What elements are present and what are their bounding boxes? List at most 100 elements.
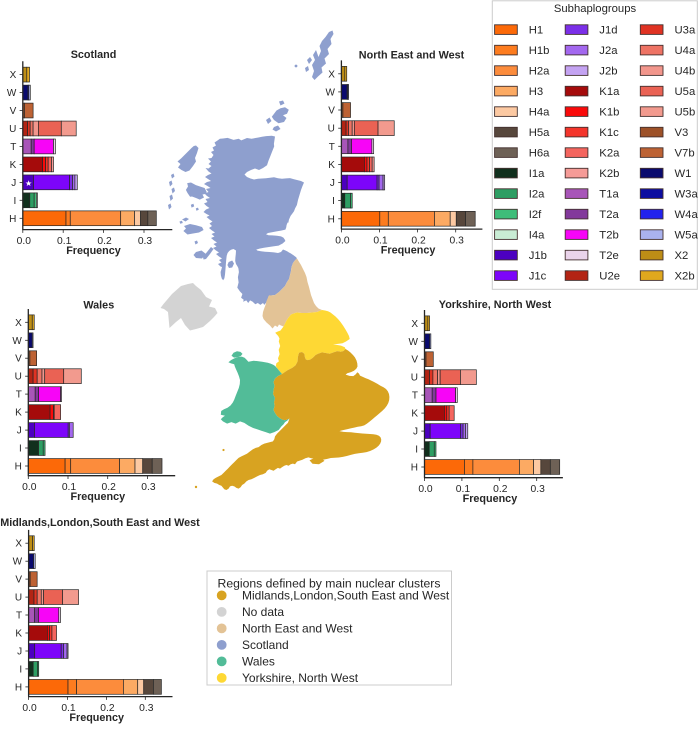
svg-text:K: K: [328, 160, 335, 171]
svg-text:I: I: [19, 664, 22, 675]
svg-text:K1a: K1a: [599, 86, 620, 98]
svg-text:X: X: [10, 70, 17, 81]
svg-text:U5b: U5b: [675, 107, 696, 119]
svg-text:Wales: Wales: [242, 655, 275, 669]
svg-text:K2b: K2b: [599, 168, 619, 180]
svg-text:I: I: [14, 196, 17, 207]
svg-text:X2b: X2b: [675, 271, 695, 283]
svg-text:V: V: [10, 106, 17, 117]
svg-text:U: U: [15, 593, 22, 604]
svg-text:W: W: [325, 87, 335, 98]
svg-text:0.1: 0.1: [62, 482, 77, 493]
svg-text:H: H: [411, 463, 418, 474]
svg-text:H: H: [15, 462, 22, 473]
svg-text:K: K: [15, 629, 22, 640]
svg-text:0.3: 0.3: [138, 236, 153, 247]
svg-text:Yorkshire, North West: Yorkshire, North West: [242, 671, 359, 685]
svg-text:T2b: T2b: [599, 230, 618, 242]
svg-text:I4a: I4a: [529, 230, 545, 242]
svg-text:0.1: 0.1: [57, 236, 72, 247]
svg-text:U2e: U2e: [599, 271, 620, 283]
svg-text:0.0: 0.0: [335, 236, 350, 247]
svg-text:U4a: U4a: [675, 45, 696, 57]
svg-text:T: T: [329, 142, 335, 153]
svg-text:I: I: [19, 444, 22, 455]
svg-text:X: X: [15, 318, 22, 329]
svg-text:I: I: [332, 196, 335, 207]
svg-text:U5a: U5a: [675, 86, 696, 98]
svg-text:H: H: [328, 214, 335, 225]
svg-text:T: T: [412, 391, 418, 402]
svg-text:J: J: [413, 427, 418, 438]
svg-text:J: J: [17, 426, 22, 437]
svg-text:Yorkshire, North West: Yorkshire, North West: [439, 299, 552, 311]
svg-text:X2: X2: [675, 250, 689, 262]
svg-text:0.3: 0.3: [141, 482, 156, 493]
svg-text:H: H: [9, 214, 16, 225]
svg-text:H1: H1: [529, 25, 543, 37]
svg-text:T: T: [10, 142, 16, 153]
svg-text:U4b: U4b: [675, 66, 696, 78]
svg-text:0.1: 0.1: [61, 703, 76, 714]
svg-text:0.2: 0.2: [97, 236, 112, 247]
svg-text:0.0: 0.0: [418, 484, 433, 495]
svg-text:Subhaplogroups: Subhaplogroups: [554, 3, 637, 15]
svg-text:V: V: [328, 106, 335, 117]
svg-text:0.3: 0.3: [450, 236, 465, 247]
svg-text:K: K: [15, 408, 22, 419]
svg-text:J: J: [330, 178, 335, 189]
svg-text:Scotland: Scotland: [242, 638, 289, 652]
svg-text:U: U: [15, 372, 22, 383]
svg-text:No data: No data: [242, 605, 284, 619]
svg-text:0.0: 0.0: [17, 236, 32, 247]
svg-text:H5a: H5a: [529, 127, 550, 139]
svg-text:K: K: [10, 160, 17, 171]
svg-text:U: U: [411, 373, 418, 384]
svg-text:K1c: K1c: [599, 127, 619, 139]
svg-text:Frequency: Frequency: [70, 491, 125, 503]
svg-text:Frequency: Frequency: [69, 712, 124, 724]
svg-text:V: V: [15, 354, 22, 365]
svg-text:V: V: [15, 575, 22, 586]
svg-text:V7b: V7b: [675, 148, 695, 160]
svg-text:Midlands,London,South East and: Midlands,London,South East and West: [242, 589, 450, 603]
svg-text:0.1: 0.1: [373, 236, 388, 247]
svg-text:0.3: 0.3: [139, 703, 154, 714]
svg-text:Frequency: Frequency: [66, 245, 121, 257]
svg-text:W1: W1: [675, 168, 692, 180]
svg-text:T1a: T1a: [599, 189, 619, 201]
svg-text:X: X: [15, 539, 22, 550]
svg-text:T2a: T2a: [599, 209, 619, 221]
svg-text:North East and West: North East and West: [242, 622, 353, 636]
svg-text:Regions defined by main nuclea: Regions defined by main nuclear clusters: [218, 577, 441, 591]
svg-text:T2e: T2e: [599, 250, 618, 262]
svg-text:Midlands,London,South East and: Midlands,London,South East and West: [0, 517, 200, 529]
svg-text:I: I: [415, 445, 418, 456]
svg-text:0.2: 0.2: [100, 703, 115, 714]
svg-text:0.2: 0.2: [493, 484, 508, 495]
svg-text:0.0: 0.0: [22, 482, 37, 493]
svg-text:0.2: 0.2: [411, 236, 426, 247]
svg-text:H1b: H1b: [529, 45, 550, 57]
svg-text:0.0: 0.0: [22, 703, 37, 714]
svg-text:K2a: K2a: [599, 148, 620, 160]
svg-text:T: T: [16, 390, 22, 401]
svg-text:W4a: W4a: [675, 209, 699, 221]
svg-text:K1b: K1b: [599, 107, 619, 119]
svg-text:★: ★: [25, 179, 32, 188]
svg-text:U: U: [328, 124, 335, 135]
svg-text:0.3: 0.3: [531, 484, 546, 495]
svg-text:H6a: H6a: [529, 148, 550, 160]
svg-text:U: U: [9, 124, 16, 135]
svg-text:J: J: [11, 178, 16, 189]
svg-text:Scotland: Scotland: [71, 49, 117, 61]
svg-text:Frequency: Frequency: [381, 244, 436, 256]
svg-text:W3a: W3a: [675, 189, 699, 201]
svg-text:H: H: [15, 682, 22, 693]
svg-text:I2a: I2a: [529, 189, 545, 201]
svg-text:K: K: [411, 409, 418, 420]
svg-text:W: W: [13, 557, 23, 568]
svg-text:North East and West: North East and West: [359, 49, 465, 61]
svg-text:W5a: W5a: [675, 230, 699, 242]
svg-text:W: W: [12, 336, 22, 347]
